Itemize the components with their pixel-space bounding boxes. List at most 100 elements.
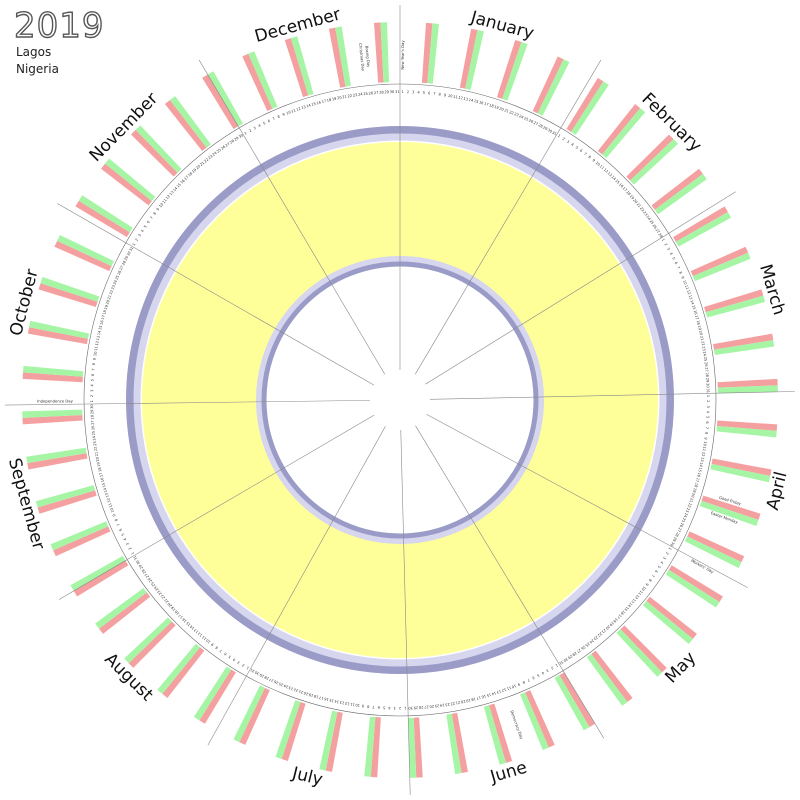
day-number: 13 <box>339 700 344 705</box>
saturday-bar <box>559 672 596 728</box>
day-number: 5 <box>575 145 579 150</box>
day-number: 21 <box>636 202 642 208</box>
day-number: 30 <box>562 657 569 663</box>
day-number: 29 <box>124 255 130 262</box>
day-number: 9 <box>516 682 520 687</box>
day-number: 21 <box>455 700 460 705</box>
day-number: 15 <box>101 482 106 488</box>
day-number: 8 <box>214 645 219 650</box>
day-number: 27 <box>144 573 150 579</box>
day-number: 9 <box>644 582 649 587</box>
day-number: 2 <box>706 400 710 402</box>
saturday-bar <box>284 38 309 98</box>
day-number: 9 <box>112 513 117 517</box>
sunday-bar <box>248 51 278 109</box>
day-number: 13 <box>301 105 307 110</box>
holiday-label: Independence Day <box>37 398 73 403</box>
day-number: 18 <box>174 609 181 616</box>
saturday-bar <box>370 717 381 778</box>
day-number: 21 <box>504 108 510 113</box>
day-number: 28 <box>379 90 385 94</box>
day-number: 12 <box>165 194 171 200</box>
saturday-bar <box>27 453 88 470</box>
day-number: 10 <box>158 202 164 209</box>
sunday-bar <box>654 173 707 215</box>
day-number: 4 <box>123 537 128 541</box>
day-number: 4 <box>140 228 145 233</box>
day-number: 28 <box>571 651 578 657</box>
day-number: 13 <box>631 598 637 604</box>
month-divider <box>415 425 605 739</box>
day-number: 13 <box>169 190 175 196</box>
day-number: 10 <box>448 94 454 99</box>
day-number: 4 <box>706 411 710 414</box>
day-number: 26 <box>679 522 685 528</box>
day-number: 8 <box>521 680 525 685</box>
saturday-bar <box>626 134 674 181</box>
day-number: 22 <box>293 687 299 692</box>
day-number: 19 <box>104 304 109 310</box>
day-number: 9 <box>680 276 685 280</box>
holiday-label: New Year's Day <box>400 40 405 70</box>
day-number: 23 <box>593 635 599 641</box>
day-number: 25 <box>523 116 529 122</box>
saturday-bar <box>566 77 604 132</box>
day-number: 21 <box>689 497 694 503</box>
day-number: 10 <box>595 161 602 167</box>
day-number: 12 <box>501 687 507 692</box>
saturday-bar <box>716 420 778 431</box>
day-number: 30 <box>126 250 132 257</box>
day-number: 25 <box>115 275 120 281</box>
saturday-bar <box>101 163 152 206</box>
day-number: 2 <box>135 238 140 242</box>
day-number: 22 <box>700 341 705 346</box>
day-number: 31 <box>395 90 400 94</box>
day-number: 12 <box>603 168 609 174</box>
sunday-bar <box>717 385 778 394</box>
saturday-bar <box>202 74 239 130</box>
day-number: 4 <box>659 560 664 565</box>
saturday-bar <box>325 711 343 772</box>
saturday-bar <box>690 246 749 277</box>
day-number: 14 <box>610 175 617 182</box>
day-number: 7 <box>272 117 276 122</box>
day-number: 8 <box>438 92 441 96</box>
day-number: 1 <box>667 547 672 551</box>
day-number: 4 <box>232 657 237 662</box>
day-number: 19 <box>96 461 101 467</box>
day-number: 8 <box>704 432 708 435</box>
saturday-bar <box>373 22 384 83</box>
day-number: 22 <box>109 289 114 295</box>
saturday-bar <box>99 592 151 634</box>
day-number: 28 <box>418 705 424 709</box>
day-number: 5 <box>536 673 540 678</box>
day-number: 1 <box>132 242 137 246</box>
saturday-bar <box>668 565 723 602</box>
day-number: 4 <box>417 90 420 94</box>
day-number: 8 <box>678 271 683 275</box>
day-number: 27 <box>576 648 582 654</box>
day-number: 19 <box>170 605 177 612</box>
day-number: 2 <box>128 547 133 551</box>
saturday-bar <box>489 703 513 763</box>
saturday-bar <box>328 27 346 88</box>
day-number: 11 <box>453 95 458 100</box>
day-number: 15 <box>614 179 620 185</box>
day-number: 9 <box>443 93 447 97</box>
day-number: 28 <box>141 568 147 575</box>
day-number: 15 <box>698 467 703 472</box>
day-number: 4 <box>258 123 262 128</box>
day-number: 24 <box>439 703 445 708</box>
day-number: 26 <box>429 704 435 709</box>
day-number: 15 <box>473 99 478 104</box>
sunday-bar <box>571 81 609 135</box>
holiday-label: Democracy Day <box>509 709 524 740</box>
day-number: 15 <box>311 102 317 107</box>
month-label-june: June <box>487 758 529 788</box>
month-divider <box>400 429 411 795</box>
day-number: 6 <box>674 261 679 265</box>
sunday-bar <box>29 320 90 339</box>
month-label-november: November <box>86 89 162 166</box>
day-number: 12 <box>701 451 706 456</box>
day-number: 4 <box>90 383 94 386</box>
